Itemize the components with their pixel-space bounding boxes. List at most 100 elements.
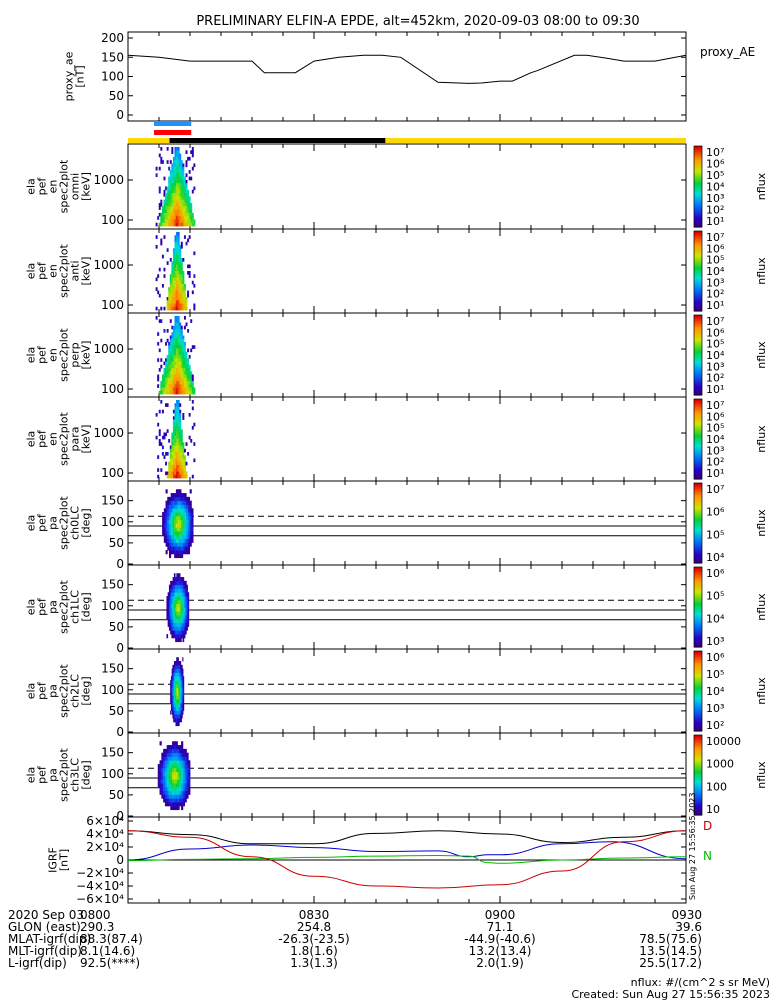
pa-panel-3-cell bbox=[176, 721, 178, 727]
spec-panel-2-colorbar-cell bbox=[694, 303, 702, 306]
pa-panel-4-ylabel-line: ch3LC bbox=[69, 758, 82, 792]
spec-panel-1-cell bbox=[182, 163, 185, 168]
pa-panel-1-cell bbox=[184, 546, 187, 551]
spec-panel-2-cell bbox=[182, 297, 185, 301]
pa-panel-4-cell bbox=[181, 764, 184, 769]
spec-panel-1-cell bbox=[185, 212, 188, 217]
pa-panel-2-colorbar-cell bbox=[694, 575, 702, 578]
pa-panel-1-colorbar-cell bbox=[694, 529, 702, 532]
pa-panel-2-cell bbox=[180, 615, 182, 620]
pa-panel-3-cell bbox=[170, 695, 172, 700]
spec-panel-1-cell bbox=[163, 199, 166, 204]
spec-panel-4-cell bbox=[183, 471, 186, 476]
spec-panel-1-colorbar-frame bbox=[693, 145, 703, 228]
spec-panel-1-cell bbox=[179, 219, 182, 224]
pa-panel-3-cell bbox=[180, 680, 182, 685]
pa-panel-4-cell bbox=[161, 790, 164, 795]
pa-panel-2-cell bbox=[170, 592, 172, 597]
spec-panel-4-cell bbox=[172, 461, 175, 466]
spec-panel-4-cell bbox=[157, 455, 160, 459]
spec-panel-3-cell bbox=[183, 381, 186, 385]
pa-panel-1-cell bbox=[181, 546, 184, 551]
spec-panel-1-colorbar-cell bbox=[694, 162, 702, 165]
pa-panel-3-colorbar-label: 10⁴ bbox=[706, 685, 725, 698]
spec-panel-3-cell bbox=[179, 355, 182, 359]
proxy-ae-frame bbox=[127, 31, 687, 122]
spec-panel-2-cell bbox=[179, 290, 182, 295]
pa-panel-2-cell bbox=[178, 607, 181, 612]
spec-panel-4-cell bbox=[176, 400, 179, 404]
pa-panel-2-cell bbox=[172, 577, 175, 582]
pa-panel-3-colorbar-cell bbox=[694, 693, 702, 696]
pa-panel-1-cell bbox=[181, 538, 184, 543]
spec-panel-3-cell bbox=[187, 390, 190, 395]
spec-panel-3-colorbar-cell bbox=[694, 381, 702, 384]
pa-panel-1-cell bbox=[177, 546, 180, 551]
pa-panel-1-cell bbox=[179, 531, 182, 536]
spec-panel-2-cell bbox=[179, 267, 182, 272]
pa-panel-1-cell bbox=[174, 542, 177, 547]
spec-panel-3-cell bbox=[185, 361, 188, 366]
pa-panel-4-cell bbox=[163, 752, 166, 757]
spec-panel-3-cell bbox=[187, 371, 190, 375]
spec-panel-4-cell bbox=[177, 455, 180, 459]
pa-panel-4-cell bbox=[188, 775, 191, 780]
spec-panel-2-colorbar-label: 10³ bbox=[706, 276, 724, 289]
spec-panel-1-colorbar-cell bbox=[694, 210, 702, 214]
spec-panel-4-cell bbox=[182, 445, 185, 450]
pa-panel-4-cell bbox=[157, 775, 160, 780]
spec-panel-4-cell bbox=[163, 435, 166, 440]
spec-panel-3-cell bbox=[174, 338, 177, 343]
spec-panel-3-cell bbox=[166, 329, 169, 333]
pa-panel-3-cell bbox=[179, 695, 181, 700]
spec-panel-4-colorbar-cell bbox=[694, 473, 702, 476]
spec-panel-4-cell bbox=[172, 409, 175, 414]
pa-panel-4-colorbar-cell bbox=[694, 761, 702, 764]
spec-panel-2-cell bbox=[172, 271, 175, 275]
pa-panel-2-cell bbox=[171, 618, 174, 624]
pa-panel-3-cell bbox=[176, 718, 178, 723]
spec-panel-3-cell bbox=[177, 361, 180, 366]
spec-panel-4-cell bbox=[172, 442, 175, 446]
spec-panel-3-cell bbox=[185, 381, 188, 385]
spec-panel-4-colorbar-cell bbox=[694, 475, 702, 478]
pa-panel-4-cell bbox=[166, 794, 169, 799]
spec-panel-4-colorbar-cell bbox=[694, 469, 702, 472]
pa-panel-1-cell bbox=[187, 504, 191, 509]
pa-panel-1-cell bbox=[170, 500, 173, 505]
spec-panel-2-cell bbox=[174, 271, 177, 275]
pa-panel-3-colorbar-cell bbox=[694, 675, 702, 678]
pa-panel-2-cell bbox=[168, 596, 171, 601]
spec-panel-1-cell bbox=[182, 209, 185, 214]
spec-panel-1-cell bbox=[169, 219, 172, 224]
spec-panel-1-colorbar-cell bbox=[694, 146, 702, 149]
pa-panel-1-cell bbox=[182, 534, 185, 540]
pa-panel-1-cell bbox=[182, 538, 185, 543]
pa-panel-2-cell bbox=[181, 630, 183, 635]
spec-panel-4-cell bbox=[182, 442, 185, 446]
pa-panel-4-cell bbox=[181, 760, 184, 765]
spec-panel-2-cell bbox=[179, 264, 182, 269]
spec-panel-3-cell bbox=[176, 345, 179, 349]
spec-panel-3-tick-label: 1000 bbox=[93, 342, 124, 356]
pa-panel-4-cell bbox=[163, 794, 166, 799]
pa-panel-2-cell bbox=[180, 607, 182, 612]
spec-panel-4-colorbar-cell bbox=[694, 459, 702, 462]
spec-panel-2-cell bbox=[183, 297, 186, 301]
pa-panel-3-cell bbox=[176, 672, 179, 677]
spec-panel-3-cell bbox=[190, 384, 193, 388]
spec-panel-3-cell bbox=[176, 387, 179, 392]
pa-panel-2-cell bbox=[181, 596, 183, 601]
spec-panel-3-cell bbox=[187, 348, 190, 353]
pa-panel-3-cell bbox=[178, 661, 180, 666]
pa-panel-2-cell bbox=[185, 607, 187, 612]
spec-panel-2-cell bbox=[169, 293, 172, 298]
spec-panel-4-cell bbox=[169, 455, 172, 459]
pa-panel-2-colorbar-cell bbox=[694, 615, 702, 618]
spec-panel-3-cell bbox=[168, 384, 171, 388]
spec-panel-4-cell bbox=[177, 426, 180, 430]
spec-panel-2-cell bbox=[177, 241, 180, 246]
pa-panel-4-frame bbox=[127, 732, 687, 818]
spec-panel-3-cell bbox=[182, 381, 185, 385]
spec-panel-2-cell bbox=[176, 300, 179, 304]
